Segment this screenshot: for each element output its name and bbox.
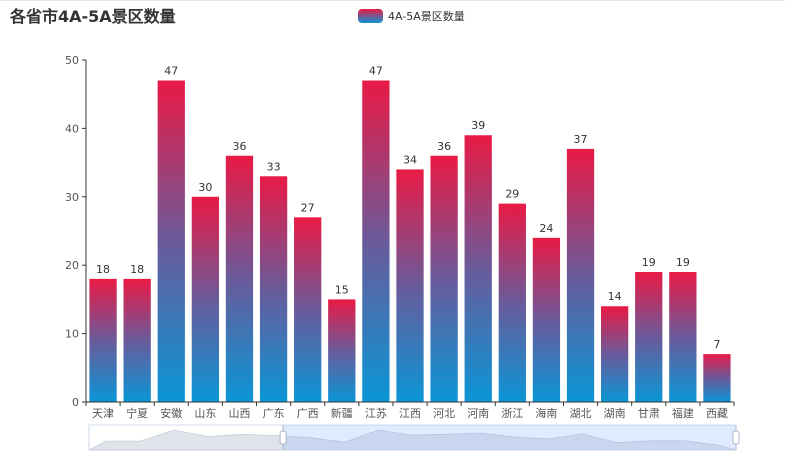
bar [532,237,561,402]
bar-value-label: 39 [471,119,485,132]
bar-value-label: 18 [96,263,110,276]
bar-value-label: 19 [642,256,656,269]
bar-value-label: 30 [198,181,212,194]
bars-group: 18 18 47 30 36 33 27 15 47 34 36 39 29 24 37 14 19 19 7 [89,65,731,403]
bar [123,278,151,402]
bar-value-label: 18 [130,263,144,276]
bar-value-label: 15 [335,283,349,296]
x-tick-label: 广东 [263,407,285,420]
datazoom-slider[interactable] [88,424,740,451]
y-tick-label: 40 [65,122,79,135]
x-tick-label: 河南 [467,407,489,420]
x-tick-label: 广西 [297,407,319,420]
legend[interactable]: 4A-5A景区数量 [358,8,465,24]
bar [259,176,288,402]
top-divider [0,0,785,1]
x-tick-label: 湖南 [604,407,626,420]
bar [89,278,117,402]
bar [566,148,595,402]
bar [157,80,185,403]
bar [328,299,356,402]
bar [294,217,322,402]
bar [498,203,526,402]
chart-title: 各省市4A-5A景区数量 [10,7,176,26]
y-tick-label: 30 [65,191,79,204]
bar-value-label: 36 [232,140,246,153]
x-tick-label: 江西 [399,407,421,420]
datazoom-handle-right-grip [732,430,740,445]
bar [669,272,697,402]
x-tick-label: 河北 [433,407,455,420]
bar-value-label: 19 [676,256,690,269]
legend-swatch[interactable] [358,9,383,23]
y-tick-label: 10 [65,328,79,341]
bar [362,80,390,403]
x-tick-label: 山东 [194,407,216,420]
bar-value-label: 37 [574,133,588,146]
x-tick-label: 浙江 [501,407,523,420]
x-tick-label: 天津 [92,407,114,420]
bar [703,354,731,402]
x-tick-label: 安徽 [160,406,182,420]
x-tick-label: 宁夏 [126,406,148,420]
x-tick-label: 西藏 [706,407,728,420]
bar-value-label: 47 [369,65,383,78]
bar-value-label: 29 [505,188,519,201]
bar [396,169,424,402]
datazoom-data-shadow [88,429,737,451]
x-axis: 天津 宁夏 安徽 山东 山西 广东 广西 新疆 江苏 江西 河北 河南 浙江 海南 湖北 湖南 甘肃 福建 西藏 [85,401,735,420]
datazoom-selection [283,425,736,450]
legend-label[interactable]: 4A-5A景区数量 [388,10,465,23]
y-tick-label: 0 [72,396,79,409]
bar [225,155,254,402]
x-tick-label: 湖北 [570,407,592,420]
y-tick-label: 50 [65,54,79,67]
x-tick-label: 江苏 [365,407,387,420]
bar-value-label: 7 [713,338,720,351]
x-tick-label: 新疆 [331,406,353,420]
bar-value-label: 33 [267,160,281,173]
bar [191,196,220,402]
bar [600,306,629,402]
bar [430,155,458,402]
bar-value-label: 24 [539,222,553,235]
bar [635,272,663,402]
datazoom-handle-left-grip [279,430,287,445]
y-axis: 0 10 20 30 40 50 [65,54,87,409]
bar-value-label: 14 [608,290,622,303]
bar-value-label: 27 [301,201,315,214]
bar-value-label: 34 [403,153,417,166]
y-tick-label: 20 [65,259,79,272]
bar [464,135,492,403]
x-tick-label: 甘肃 [638,407,660,420]
bar-value-label: 36 [437,140,451,153]
x-tick-label: 海南 [535,406,557,420]
bar-value-label: 47 [164,65,178,78]
x-tick-label: 山西 [228,407,250,420]
x-tick-label: 福建 [672,406,694,420]
